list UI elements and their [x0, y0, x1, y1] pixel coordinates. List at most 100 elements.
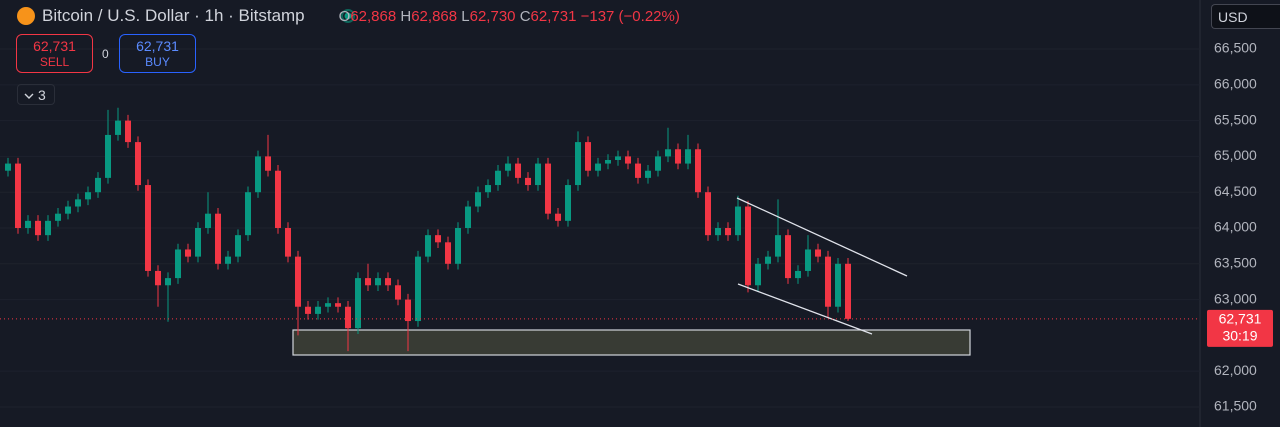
currency-select[interactable]: USD — [1211, 4, 1280, 29]
candle-body — [685, 149, 691, 164]
candle-body — [845, 263, 851, 319]
candle-body — [675, 149, 681, 164]
buy-button[interactable]: 62,731 BUY — [119, 34, 196, 73]
countdown: 30:19 — [1222, 328, 1257, 344]
candle-body — [225, 256, 231, 264]
candle-body — [385, 278, 391, 286]
y-tick-label: 63,500 — [1214, 254, 1257, 270]
spread: 0 — [102, 47, 109, 61]
candle-body — [745, 206, 751, 286]
channel-bottom[interactable] — [737, 283, 873, 335]
candle-body — [425, 235, 431, 257]
candle-body — [105, 134, 111, 178]
candle-body — [345, 306, 351, 329]
l-value: 62,730 — [469, 7, 516, 25]
candle-body — [635, 163, 641, 178]
candle-body — [5, 163, 11, 171]
y-tick-label: 66,000 — [1214, 76, 1257, 92]
candle-body — [475, 192, 481, 207]
candle-body — [65, 206, 71, 214]
candle-body — [265, 156, 271, 171]
candle-body — [785, 235, 791, 279]
candle-body — [215, 213, 221, 264]
candles — [5, 107, 851, 352]
sell-price: 62,731 — [33, 38, 76, 54]
candle-body — [245, 192, 251, 236]
buy-label: BUY — [145, 55, 170, 69]
buy-price: 62,731 — [136, 38, 179, 54]
candle-body — [505, 163, 511, 171]
candle-body — [495, 170, 501, 186]
candle-body — [195, 227, 201, 257]
candle-body — [605, 159, 611, 164]
candle-body — [405, 299, 411, 322]
candle-body — [645, 170, 651, 178]
candle-body — [45, 220, 51, 236]
candle-body — [725, 227, 731, 236]
support-zone[interactable] — [292, 329, 971, 356]
candle-body — [445, 242, 451, 264]
candle-body — [835, 263, 841, 307]
candle-body — [525, 177, 531, 186]
candle-body — [355, 278, 361, 329]
indicators-toggle[interactable]: 3 — [17, 84, 55, 105]
candle-body — [325, 303, 331, 307]
candle-body — [515, 163, 521, 178]
l-label: L — [461, 7, 470, 25]
candle-body — [25, 220, 31, 228]
h-label: H — [400, 7, 412, 25]
candle-body — [255, 156, 261, 193]
candle-body — [465, 206, 471, 228]
o-value: 62,868 — [350, 7, 397, 25]
candle-body — [565, 185, 571, 221]
candle-body — [825, 256, 831, 307]
candle-body — [75, 199, 81, 207]
candle-body — [555, 213, 561, 221]
candle-body — [815, 249, 821, 257]
chevron — [24, 93, 34, 100]
change: −137 (−0.22%) — [580, 7, 680, 25]
candle-body — [485, 185, 491, 193]
candle-body — [35, 220, 41, 236]
candle-body — [665, 149, 671, 157]
status-ring — [341, 9, 355, 23]
candle-body — [275, 170, 281, 228]
coin-icon — [17, 7, 35, 25]
candle-body — [715, 227, 721, 236]
channel-top[interactable] — [736, 197, 908, 277]
candle-body — [775, 235, 781, 257]
candle-body — [135, 142, 141, 186]
y-tick-label: 64,500 — [1214, 183, 1257, 199]
candle-body — [185, 249, 191, 257]
candle-body — [235, 235, 241, 257]
candle-body — [805, 249, 811, 271]
candle-body — [285, 227, 291, 257]
y-tick-label: 65,500 — [1214, 111, 1257, 127]
candle-body — [15, 163, 21, 228]
candle-body — [95, 177, 101, 193]
candle-body — [765, 256, 771, 264]
symbol[interactable]: Bitcoin / U.S. Dollar · 1h · Bitstamp — [42, 6, 305, 25]
candle-body — [295, 256, 301, 307]
candle-body — [175, 249, 181, 279]
candle-body — [395, 285, 401, 300]
ohlc: O62,868 H62,868 L62,730 C62,731 −137 (−0… — [339, 8, 680, 25]
candle-body — [115, 120, 121, 135]
y-tick-label: 65,000 — [1214, 147, 1257, 163]
sell-button[interactable]: 62,731 SELL — [16, 34, 93, 73]
candle-body — [755, 263, 761, 286]
candle-body — [455, 227, 461, 264]
candle-body — [335, 303, 341, 307]
status-dot — [344, 12, 352, 20]
candle-body — [585, 142, 591, 171]
candle-body — [315, 306, 321, 314]
header: Bitcoin / U.S. Dollar · 1h · Bitstamp O6… — [42, 6, 680, 26]
candle-body — [435, 235, 441, 243]
candle-body — [575, 142, 581, 186]
candle-body — [375, 278, 381, 286]
candle-body — [205, 213, 211, 228]
candle-body — [365, 278, 371, 286]
